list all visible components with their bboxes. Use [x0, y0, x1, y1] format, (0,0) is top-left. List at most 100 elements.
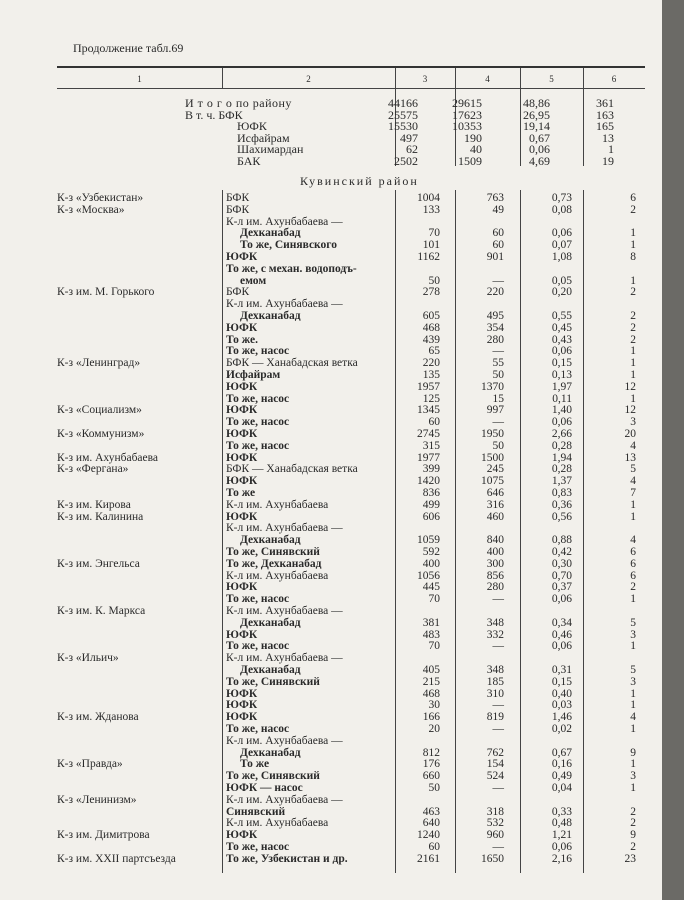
col5-value: 1,37 — [551, 475, 572, 488]
farm-name: К-з «Ильич» — [57, 652, 119, 665]
col4-value: 495 — [486, 310, 504, 322]
table-row: К-з им. XXII партсъезда То же, Узбекистан… — [0, 853, 662, 865]
summary-col5-value: 48,86 — [523, 96, 550, 110]
canal-source: То же, с механ. водоподъ- — [226, 262, 357, 275]
col4-value: — — [492, 345, 505, 358]
table-row: К-з «Ильич» К-л им. Ахунбабаева — — [0, 652, 662, 664]
col5-value: 0,06 — [551, 593, 572, 606]
col4-value: 997 — [486, 404, 504, 417]
col6-value: 6 — [630, 192, 636, 204]
col5-value: 0,43 — [551, 333, 572, 346]
col5-value: 0,06 — [551, 640, 572, 653]
col4-value: — — [492, 782, 505, 794]
summary-col3-value: 62 — [406, 142, 418, 156]
canal-source: То же, насос — [226, 841, 290, 853]
table-row: К-з «Правда» То же 176 154 0,16 1 — [0, 758, 662, 770]
table-row: То же, насос 70 — 0,06 1 — [0, 640, 662, 652]
table-row: ЮФК 468 354 0,45 2 — [0, 322, 662, 334]
col6-value: 3 — [630, 675, 636, 688]
column-number-1: 1 — [137, 74, 142, 84]
col5-value: 0,36 — [551, 498, 572, 511]
canal-source: То же, насос — [226, 640, 290, 653]
col4-value: 901 — [486, 251, 504, 263]
column-divider — [222, 68, 223, 88]
canal-source: БФК — [226, 192, 250, 204]
farm-name: К-з «Ленинизм» — [57, 793, 137, 806]
col6-value: 6 — [630, 557, 636, 570]
canal-source: К-л им. Ахунбабаева — — [226, 793, 343, 806]
farm-name: К-з им. Кирова — [57, 498, 131, 511]
col5-value: 0,28 — [551, 463, 572, 476]
table-row: То же, Синявский 660 524 0,49 3 — [0, 770, 662, 782]
table-top-rule — [57, 66, 645, 68]
table-row: К-л им. Ахунбабаева 640 532 0,48 2 — [0, 817, 662, 829]
col5-value: 0,88 — [551, 534, 572, 547]
col4-value: 332 — [486, 628, 504, 641]
col3-value: 1345 — [417, 404, 440, 417]
col3-value: 176 — [422, 758, 440, 771]
summary-col3-value: 2502 — [394, 153, 418, 168]
col6-value: 1 — [630, 699, 636, 712]
col5-value: 0,40 — [551, 687, 572, 700]
farm-name: К-з им. М. Горького — [57, 286, 155, 299]
col3-value: 439 — [422, 333, 440, 346]
col3-value: 70 — [428, 227, 441, 240]
col4-value: 348 — [486, 664, 504, 676]
table-row: ЮФК 445 280 0,37 2 — [0, 581, 662, 593]
col4-value: 154 — [486, 758, 504, 771]
col5-value: 0,03 — [551, 699, 572, 712]
col4-value: — — [492, 640, 505, 653]
canal-source: То же, насос — [226, 416, 290, 429]
col3-value: 101 — [422, 239, 440, 252]
col6-value: 1 — [630, 227, 636, 240]
summary-col6-value: 13 — [602, 130, 614, 145]
canal-source: БФК — Ханабадская ветка — [226, 357, 358, 370]
summary-col3-value: 44166 — [388, 96, 418, 110]
col3-value: 135 — [422, 369, 440, 381]
table-row: То же, насос 65 — 0,06 1 — [0, 345, 662, 357]
farm-name: К-з «Фергана» — [57, 463, 129, 476]
col6-value: 1 — [630, 369, 636, 381]
col5-value: 0,31 — [551, 664, 572, 676]
table-row: То же, Синявского 101 60 0,07 1 — [0, 239, 662, 251]
col3-value: 2161 — [417, 852, 440, 865]
col4-value: 245 — [486, 463, 504, 476]
header-rule — [57, 88, 645, 89]
canal-source: ЮФК — [226, 687, 258, 700]
col4-value: 524 — [486, 770, 504, 783]
table-row: То же, с механ. водоподъ- — [0, 263, 662, 275]
canal-source: То же, Синявский — [226, 675, 320, 688]
col4-value: 60 — [492, 239, 505, 252]
col5-value: 0,06 — [551, 841, 572, 853]
table-row: ЮФК 1957 1370 1,97 12 — [0, 381, 662, 393]
canal-source: К-л им. Ахунбабаева — — [226, 522, 343, 535]
col3-value: 50 — [428, 782, 441, 794]
table-row: Дехканабад 381 348 0,34 5 — [0, 617, 662, 629]
canal-source: То же, Узбекистан и др. — [226, 852, 348, 865]
col6-value: 7 — [630, 487, 636, 499]
col5-value: 0,33 — [551, 805, 572, 818]
table-row: Дехканабад 1059 840 0,88 4 — [0, 534, 662, 546]
table-row: Дехканабад 70 60 0,06 1 — [0, 227, 662, 239]
col3-value: 278 — [422, 286, 440, 299]
table-row: То же 836 646 0,83 7 — [0, 487, 662, 499]
summary-col3-value: 25575 — [388, 107, 418, 122]
col4-value: 532 — [486, 817, 504, 830]
table-continuation-title: Продолжение табл.69 — [73, 41, 184, 55]
col5-value: 0,20 — [551, 286, 572, 299]
summary-label: БАК — [237, 153, 261, 168]
col4-value: 1370 — [481, 380, 504, 393]
table-row: К-з «Узбекистан» БФК 1004 763 0,73 6 — [0, 192, 662, 204]
column-divider — [455, 68, 456, 166]
col3-value: 483 — [422, 628, 440, 641]
table-row: Дехканабад 405 348 0,31 5 — [0, 664, 662, 676]
col5-value: 0,16 — [551, 758, 572, 771]
col4-value: 1950 — [481, 428, 504, 440]
col4-value: 960 — [486, 829, 504, 842]
col5-value: 1,94 — [551, 451, 572, 464]
summary-col4-value: 17623 — [452, 107, 482, 122]
col6-value: 1 — [630, 782, 636, 794]
canal-source: ЮФК — [226, 451, 258, 464]
canal-source: ЮФК — [226, 321, 258, 334]
col6-value: 23 — [624, 852, 637, 865]
